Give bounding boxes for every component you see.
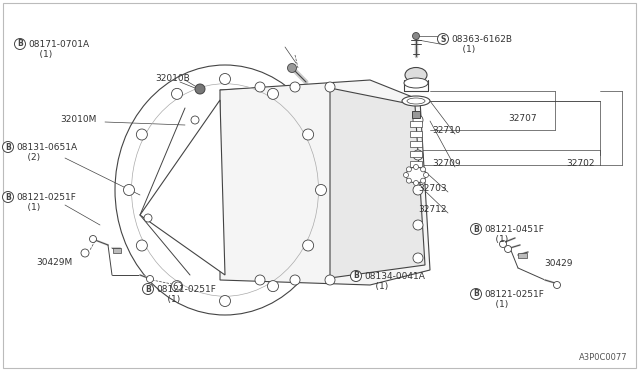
Circle shape	[220, 74, 230, 84]
Text: 32712: 32712	[418, 205, 447, 214]
Text: 08121-0251F
    (1): 08121-0251F (1)	[484, 290, 544, 310]
Circle shape	[406, 167, 412, 172]
Ellipse shape	[405, 67, 427, 83]
Text: A3P0C0077: A3P0C0077	[579, 353, 628, 362]
Text: 32707: 32707	[508, 114, 536, 123]
Text: S: S	[440, 35, 445, 44]
Circle shape	[351, 270, 362, 282]
Circle shape	[220, 295, 230, 307]
Circle shape	[90, 235, 97, 243]
Circle shape	[268, 280, 278, 292]
Text: 08134-0041A
    (1): 08134-0041A (1)	[364, 272, 425, 291]
Polygon shape	[220, 80, 430, 285]
Circle shape	[504, 246, 511, 253]
Circle shape	[268, 89, 278, 99]
Text: B: B	[473, 224, 479, 234]
Circle shape	[303, 240, 314, 251]
Ellipse shape	[402, 96, 430, 106]
Circle shape	[303, 129, 314, 140]
Circle shape	[316, 185, 326, 196]
Text: 32702: 32702	[566, 159, 595, 168]
Ellipse shape	[407, 98, 425, 104]
Bar	[113, 248, 121, 253]
Circle shape	[144, 214, 152, 222]
Bar	[410, 121, 422, 127]
Circle shape	[413, 220, 423, 230]
Circle shape	[255, 275, 265, 285]
Text: 32010M: 32010M	[60, 115, 97, 124]
Circle shape	[325, 82, 335, 92]
Text: 32703: 32703	[418, 184, 447, 193]
Circle shape	[172, 280, 182, 292]
Text: 08363-6162B
    (1): 08363-6162B (1)	[451, 35, 512, 54]
Text: 32010B: 32010B	[155, 74, 189, 83]
Circle shape	[3, 141, 13, 153]
Circle shape	[413, 180, 419, 186]
Polygon shape	[140, 100, 225, 275]
Circle shape	[124, 185, 134, 196]
Circle shape	[470, 224, 481, 234]
Circle shape	[290, 275, 300, 285]
Circle shape	[136, 240, 147, 251]
Text: B: B	[473, 289, 479, 298]
Bar	[410, 151, 422, 157]
Circle shape	[413, 150, 423, 160]
Ellipse shape	[406, 167, 426, 183]
Circle shape	[420, 178, 426, 183]
Bar	[410, 161, 422, 167]
Circle shape	[470, 289, 481, 299]
Circle shape	[81, 249, 89, 257]
Bar	[412, 111, 420, 118]
Circle shape	[406, 178, 412, 183]
Circle shape	[147, 276, 154, 282]
Text: 32709: 32709	[432, 159, 461, 168]
Text: B: B	[5, 142, 11, 151]
Circle shape	[143, 283, 154, 295]
Text: B: B	[17, 39, 23, 48]
Ellipse shape	[404, 78, 428, 88]
Text: 08171-0701A
    (1): 08171-0701A (1)	[28, 40, 89, 60]
Circle shape	[413, 32, 419, 39]
Text: B: B	[5, 192, 11, 202]
Circle shape	[290, 82, 300, 92]
Text: B: B	[353, 272, 359, 280]
Bar	[518, 253, 527, 258]
Text: 30429: 30429	[544, 259, 573, 268]
Text: 32710: 32710	[432, 126, 461, 135]
Text: 08131-0651A
    (2): 08131-0651A (2)	[16, 143, 77, 163]
Circle shape	[287, 64, 296, 73]
Circle shape	[499, 241, 506, 247]
Circle shape	[3, 192, 13, 202]
Circle shape	[136, 129, 147, 140]
Circle shape	[554, 282, 561, 289]
Text: 08121-0451F
    (1): 08121-0451F (1)	[484, 225, 544, 244]
Circle shape	[255, 82, 265, 92]
Text: 08121-0251F
    (1): 08121-0251F (1)	[156, 285, 216, 304]
Circle shape	[15, 38, 26, 49]
Circle shape	[403, 173, 408, 177]
Bar	[410, 141, 422, 147]
Circle shape	[413, 164, 419, 170]
Circle shape	[195, 84, 205, 94]
Text: 08121-0251F
    (1): 08121-0251F (1)	[16, 193, 76, 212]
Circle shape	[172, 89, 182, 99]
Circle shape	[438, 33, 449, 45]
Bar	[410, 131, 422, 137]
Polygon shape	[330, 88, 425, 278]
Circle shape	[325, 275, 335, 285]
Circle shape	[413, 115, 423, 125]
Circle shape	[174, 282, 182, 290]
Circle shape	[413, 253, 423, 263]
Text: B: B	[145, 285, 151, 294]
Circle shape	[424, 173, 429, 177]
Circle shape	[413, 185, 423, 195]
Text: 30429M: 30429M	[36, 258, 72, 267]
Circle shape	[420, 167, 426, 172]
Ellipse shape	[115, 65, 335, 315]
Circle shape	[191, 116, 199, 124]
